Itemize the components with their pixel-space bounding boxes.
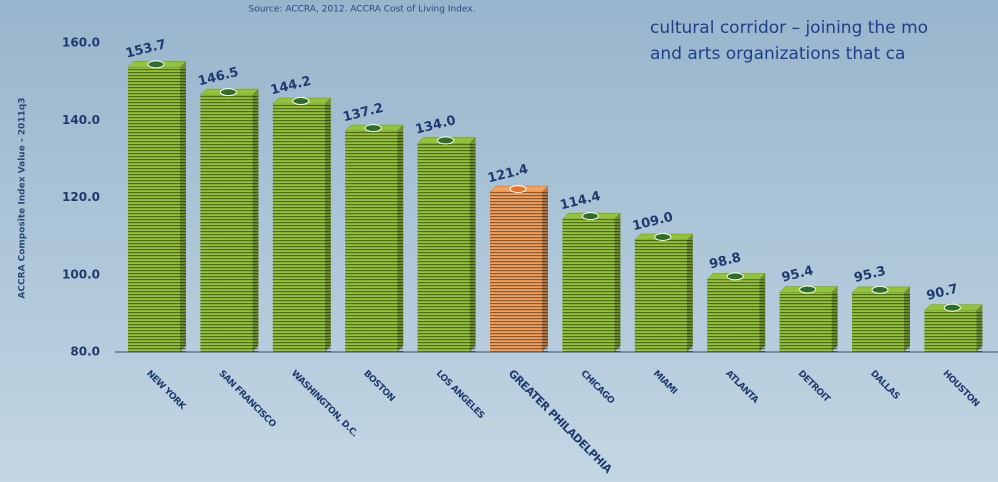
money-band [581,212,599,221]
y-tick-label: 140.0 [62,113,100,127]
annotation: cultural corridor – joining the mo [650,18,928,38]
bar-stripes [490,192,548,352]
money-band [219,88,237,97]
bar-stripes [707,279,766,352]
money-band [147,60,165,69]
money-band [364,124,382,133]
bar-stripes [779,292,838,352]
y-tick-label: 100.0 [62,267,100,281]
money-band [943,303,961,312]
bar-stripes [562,219,621,352]
bar-stripes [852,292,910,352]
bar-stripes [417,143,476,352]
bar-stripes [924,310,983,352]
money-band [654,232,672,241]
bar-stripes [634,239,693,352]
y-tick-label: 120.0 [62,190,100,204]
money-band [726,272,744,281]
money-band [799,285,817,294]
bar-stripes [345,131,404,352]
money-band [509,185,527,194]
money-band [437,136,455,145]
bar-stripes [200,95,259,353]
source: Source: ACCRA, 2012. ACCRA Cost of Livin… [249,5,476,15]
y-tick-label: 80.0 [70,345,100,359]
money-band [871,285,889,294]
bar-stripes [272,104,331,352]
y-tick-label: 160.0 [62,36,100,50]
annotation: and arts organizations that ca [650,44,905,64]
y-axis-label: ACCRA Composite Index Value - 2011q3 [18,97,28,298]
bar-stripes [128,67,186,353]
money-band [292,97,310,106]
